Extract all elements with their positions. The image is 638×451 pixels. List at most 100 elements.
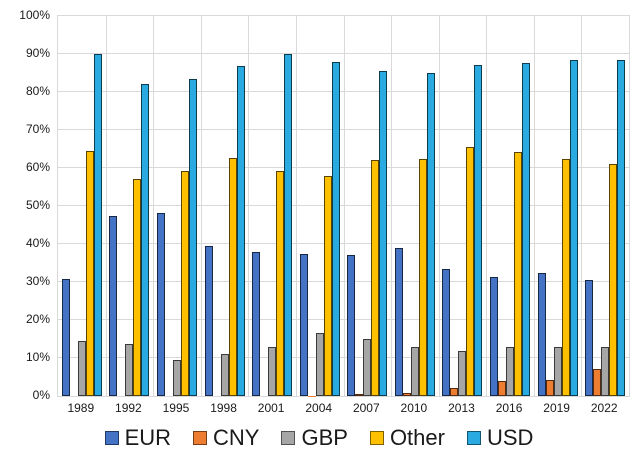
bar-usd-2004 [331,61,340,396]
bar-usd-2010 [426,73,435,396]
bar-eur-1989 [61,278,70,396]
bar-cny-2007 [355,394,364,396]
bar-group-1995 [153,16,201,396]
bar-group-2010 [391,16,439,396]
bar-eur-1995 [156,212,165,396]
bar-group-2022 [581,16,629,396]
gridline-vertical-4 [248,16,250,396]
bar-gbp-2010 [410,346,419,396]
legend-label-cny: CNY [213,424,260,450]
bar-other-1998 [228,157,237,396]
x-tick-label-2004: 2004 [305,401,333,415]
gridline-vertical-5 [295,16,297,396]
legend-label-usd: USD [486,424,534,450]
gridline-vertical-1 [105,16,107,396]
bar-gbp-2013 [458,351,467,396]
bar-usd-1998 [236,66,245,396]
y-tick-label-40pct: 40% [25,236,50,250]
bar-cny-2010 [402,392,411,396]
bar-usd-1992 [141,84,150,396]
bar-gbp-1992 [125,344,134,396]
legend-swatch-other-icon [369,430,384,445]
x-tick-label-1992: 1992 [115,401,142,415]
bar-other-1989 [85,150,94,396]
bar-usd-1995 [188,79,197,396]
legend-item-cny: CNY [193,425,259,451]
bar-group-2016 [486,16,534,396]
y-axis: 0% 10% 20% 30% 40% 50% 60% 70% 80% 90% 100% [0,8,50,402]
legend-label-other: Other [389,424,445,450]
bar-eur-2007 [347,255,356,396]
x-tick-label-2019: 2019 [543,401,570,415]
y-tick-label-30pct: 30% [25,274,50,288]
legend: EUR CNY GBP Other USD [0,424,638,451]
legend-swatch-eur-icon [104,430,119,445]
bar-other-2010 [418,159,427,396]
bar-eur-2013 [442,269,451,396]
bar-other-2004 [323,175,332,396]
bar-usd-1989 [93,54,102,396]
legend-swatch-gbp-icon [281,430,296,445]
x-tick-label-1989: 1989 [67,401,95,415]
bar-other-2022 [609,163,618,396]
bar-gbp-2001 [268,346,277,396]
x-tick-label-2022: 2022 [590,401,618,415]
bar-other-2007 [371,160,380,396]
bar-group-1989 [58,16,106,396]
gridline-vertical-9 [486,16,488,396]
x-tick-label-1998: 1998 [210,401,237,415]
y-tick-label-80pct: 80% [25,84,50,98]
legend-item-other: Other [369,424,445,451]
plot-area [57,15,630,397]
bar-eur-2004 [299,253,308,396]
y-tick-label-70pct: 70% [25,122,50,136]
bar-eur-2010 [394,247,403,396]
bar-eur-2019 [537,273,546,396]
bar-usd-2019 [569,60,578,396]
bar-group-2013 [439,16,487,396]
bar-gbp-1995 [172,360,181,396]
x-tick-label-2001: 2001 [257,401,285,415]
bar-gbp-2007 [363,339,372,396]
bar-gbp-2019 [553,347,562,396]
bar-usd-2001 [284,54,293,396]
bar-eur-1998 [204,245,213,396]
legend-item-gbp: GBP [281,425,348,451]
legend-swatch-usd-icon [466,430,481,445]
gridline-vertical-6 [343,16,345,396]
bar-usd-2016 [522,63,531,396]
x-tick-label-2007: 2007 [352,401,380,415]
bar-other-1995 [180,171,189,396]
y-tick-label-100pct: 100% [19,8,50,22]
gridline-vertical-11 [581,16,583,396]
y-tick-label-90pct: 90% [25,46,50,60]
bar-other-2019 [561,159,570,396]
bar-cny-2013 [450,387,459,396]
legend-item-usd: USD [466,424,534,451]
bar-other-1992 [133,179,142,396]
x-tick-label-2016: 2016 [495,401,523,415]
gridline-vertical-10 [533,16,535,396]
bar-gbp-1989 [77,340,86,396]
bar-gbp-2016 [506,347,515,396]
x-tick-label-2013: 2013 [448,401,475,415]
bar-group-1998 [201,16,249,396]
bar-usd-2013 [474,65,483,396]
bar-other-2001 [276,171,285,396]
bar-usd-2007 [379,70,388,396]
x-tick-label-2010: 2010 [400,401,428,415]
y-tick-label-0pct: 0% [32,388,50,402]
gridline-vertical-3 [200,16,202,396]
bar-usd-2022 [617,59,626,396]
bar-other-2016 [514,152,523,396]
bar-group-2019 [534,16,582,396]
bar-eur-2001 [252,251,261,396]
bar-group-2004 [296,16,344,396]
legend-item-eur: EUR [104,425,171,451]
gridline-vertical-7 [391,16,393,396]
x-tick-label-1995: 1995 [162,401,190,415]
bar-group-2001 [248,16,296,396]
bar-group-1992 [106,16,154,396]
y-tick-label-20pct: 20% [25,312,50,326]
